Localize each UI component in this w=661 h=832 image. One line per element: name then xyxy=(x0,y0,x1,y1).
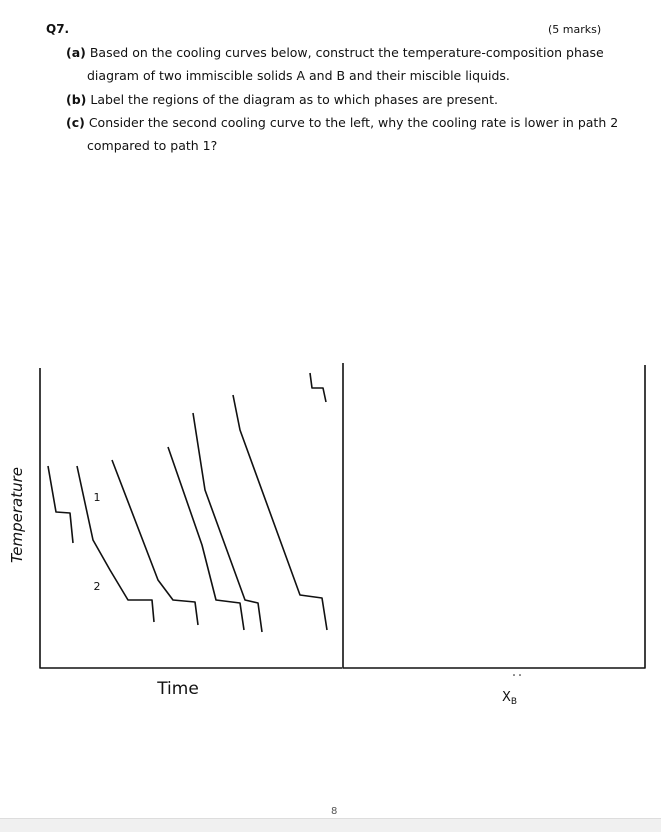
part-text: Based on the cooling curves below, const… xyxy=(87,45,604,83)
curve-label: 1 xyxy=(94,491,101,504)
composition-symbol: X xyxy=(502,690,511,705)
part-text: Label the regions of the diagram as to w… xyxy=(90,92,498,107)
part-label: (b) xyxy=(66,92,87,107)
y-axis-label: Temperature xyxy=(8,467,26,563)
dot xyxy=(519,674,521,676)
page-number: 8 xyxy=(331,806,338,817)
question-number: Q7. xyxy=(46,22,70,36)
curve-label: 2 xyxy=(94,580,101,593)
x-axis-label: Time xyxy=(156,679,199,699)
dot xyxy=(513,674,515,676)
question-part: (b) Label the regions of the diagram as … xyxy=(66,88,647,111)
composition-label: XB xyxy=(502,690,517,707)
part-label: (a) xyxy=(66,45,86,60)
question-part: (a) Based on the cooling curves below, c… xyxy=(66,41,647,87)
cooling-curves xyxy=(47,372,328,633)
question-part: (c) Consider the second cooling curve to… xyxy=(66,111,627,157)
composition-subscript: B xyxy=(511,697,517,707)
composition-axes xyxy=(342,363,646,669)
footer-bar xyxy=(0,818,661,832)
part-text: Consider the second cooling curve to the… xyxy=(87,115,619,153)
marks: (5 marks) xyxy=(548,23,602,36)
time-axes xyxy=(39,368,342,669)
part-label: (c) xyxy=(66,115,85,130)
